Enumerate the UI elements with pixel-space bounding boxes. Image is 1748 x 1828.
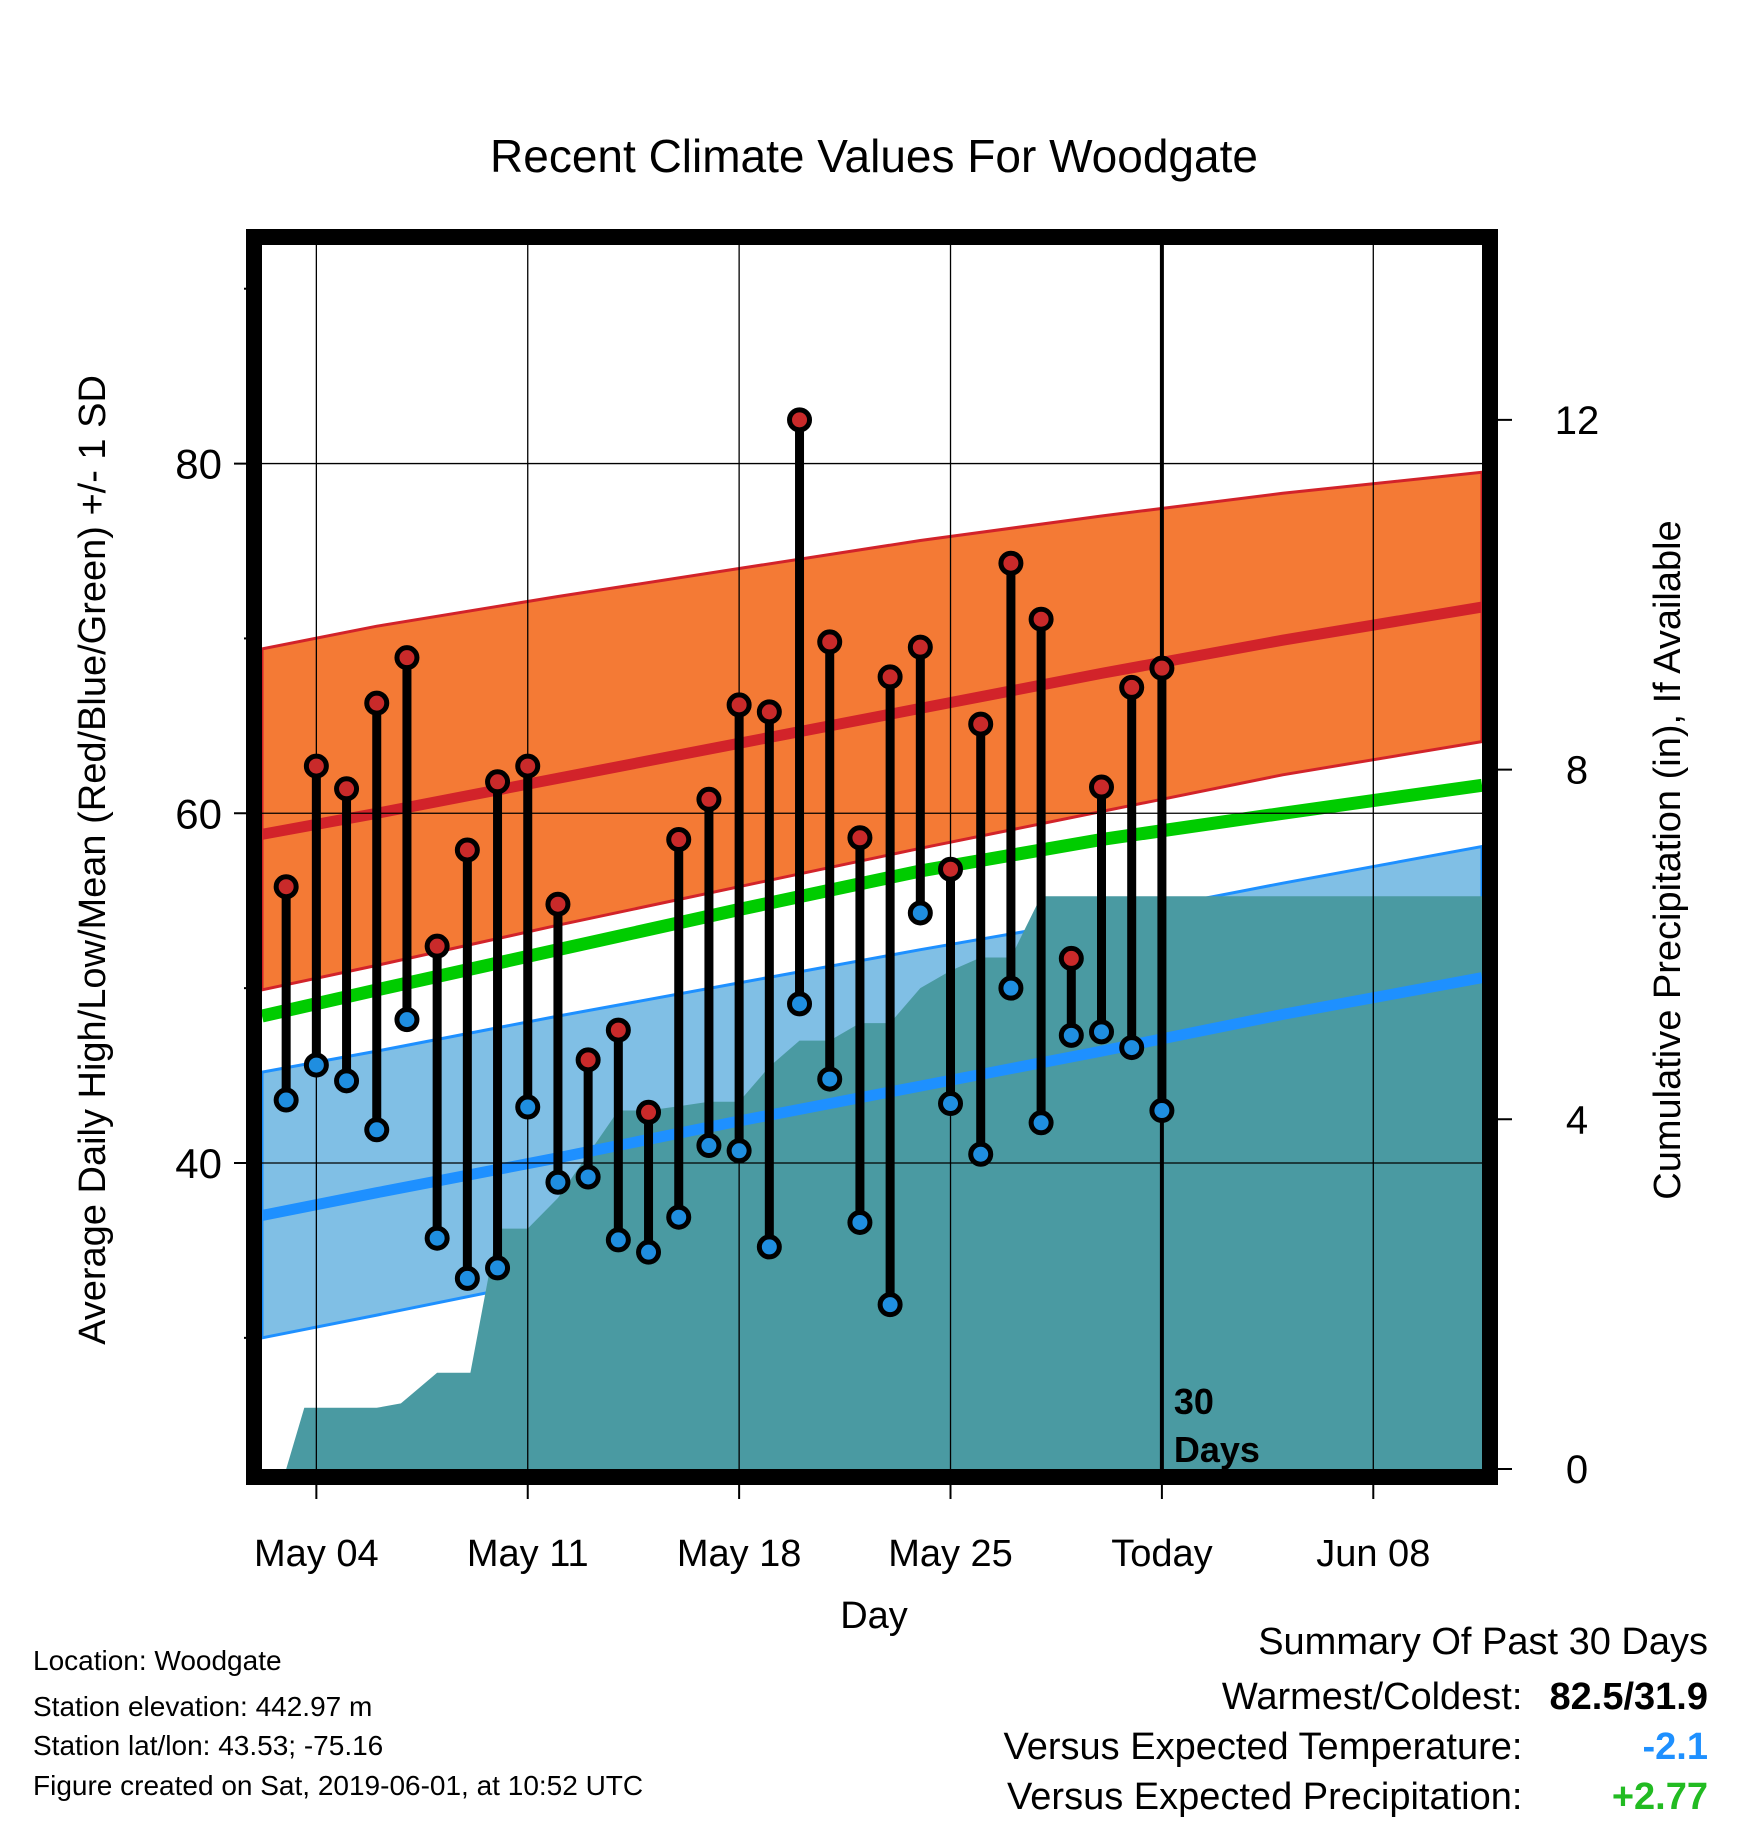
precip-value: +2.77 — [1611, 1776, 1708, 1818]
daily-high-point — [575, 1047, 601, 1073]
daily-high-point — [696, 786, 722, 812]
low-mean-line — [262, 972, 1482, 1221]
daily-high-point — [636, 1099, 662, 1125]
daily-low-point — [273, 1087, 299, 1113]
daily-high-point — [515, 753, 541, 779]
daily-high-point — [877, 664, 903, 690]
today-annotation: 30 — [1174, 1381, 1214, 1422]
daily-high-point — [1028, 606, 1054, 632]
daily-low-point — [1058, 1022, 1084, 1048]
daily-high-point — [545, 891, 571, 917]
daily-low-point — [394, 1007, 420, 1033]
daily-low-point — [787, 991, 813, 1017]
daily-high-point — [364, 690, 390, 716]
daily-low-point — [726, 1138, 752, 1164]
y-axis-right-label: Cumulative Precipitation (in), If Availa… — [1647, 520, 1689, 1199]
x-tick-label: May 25 — [888, 1533, 1013, 1575]
daily-high-point — [394, 645, 420, 671]
daily-low-point — [605, 1227, 631, 1253]
summary-warmest: Warmest/Coldest: 82.5/31.9 — [1222, 1672, 1708, 1722]
daily-high-point — [303, 753, 329, 779]
daily-low-point — [1149, 1098, 1175, 1124]
daily-high-point — [1058, 945, 1084, 971]
y-left-tick-label: 60 — [175, 790, 222, 837]
precip-label: Versus Expected Precipitation: — [1007, 1776, 1523, 1818]
daily-high-point — [273, 874, 299, 900]
daily-low-point — [1119, 1035, 1145, 1061]
summary-precip: Versus Expected Precipitation: +2.77 — [1007, 1772, 1708, 1822]
y-right-tick-label: 4 — [1566, 1098, 1588, 1142]
y-right-tick-label: 0 — [1566, 1448, 1588, 1492]
daily-low-point — [1089, 1019, 1115, 1045]
daily-low-point — [485, 1255, 511, 1281]
daily-low-point — [575, 1164, 601, 1190]
summary-title: Summary Of Past 30 Days — [1258, 1621, 1708, 1663]
daily-high-point — [968, 711, 994, 737]
daily-high-point — [334, 776, 360, 802]
x-tick-label: Today — [1111, 1533, 1212, 1575]
daily-low-point — [303, 1052, 329, 1078]
x-tick-label: May 04 — [254, 1533, 379, 1575]
elevation-text: Station elevation: 442.97 m — [33, 1691, 373, 1722]
daily-high-point — [817, 629, 843, 655]
daily-low-point — [877, 1292, 903, 1318]
temp-value: -2.1 — [1642, 1726, 1708, 1768]
y-left-tick-label: 80 — [175, 441, 222, 488]
daily-high-point — [1089, 774, 1115, 800]
x-tick-label: May 11 — [467, 1533, 589, 1575]
chart-title: Recent Climate Values For Woodgate — [490, 130, 1258, 182]
x-tick-label: Jun 08 — [1316, 1533, 1430, 1575]
y-left-tick-label: 40 — [175, 1140, 222, 1187]
daily-low-point — [1028, 1110, 1054, 1136]
daily-high-point — [907, 634, 933, 660]
daily-low-point — [636, 1239, 662, 1265]
plot-inner — [262, 245, 1482, 1469]
today-annotation: Days — [1174, 1429, 1260, 1470]
daily-high-point — [1149, 655, 1175, 681]
daily-low-point — [454, 1265, 480, 1291]
plot-frame — [246, 229, 1498, 1485]
temp-label: Versus Expected Temperature: — [1003, 1726, 1523, 1768]
daily-high-point — [726, 692, 752, 718]
y-right-tick-label: 8 — [1566, 749, 1588, 793]
warmest-value: 82.5/31.9 — [1549, 1676, 1708, 1718]
daily-low-point — [756, 1234, 782, 1260]
daily-high-point — [998, 550, 1024, 576]
daily-low-point — [364, 1117, 390, 1143]
daily-high-point — [666, 827, 692, 853]
daily-low-point — [998, 975, 1024, 1001]
summary-temp: Versus Expected Temperature: -2.1 — [1004, 1722, 1708, 1772]
daily-low-point — [847, 1209, 873, 1235]
daily-high-point — [787, 407, 813, 433]
daily-low-point — [515, 1094, 541, 1120]
daily-high-point — [605, 1017, 631, 1043]
daily-low-point — [334, 1068, 360, 1094]
daily-high-point — [1119, 674, 1145, 700]
daily-high-point — [424, 933, 450, 959]
warmest-label: Warmest/Coldest: — [1221, 1676, 1523, 1718]
daily-high-point — [756, 699, 782, 725]
created-text: Figure created on Sat, 2019-06-01, at 10… — [33, 1770, 644, 1801]
daily-high-point — [454, 837, 480, 863]
location-text: Location: Woodgate — [33, 1645, 282, 1676]
daily-high-point — [938, 856, 964, 882]
daily-low-point — [938, 1091, 964, 1117]
daily-low-point — [666, 1204, 692, 1230]
y-right-tick-label: 12 — [1555, 399, 1600, 443]
y-axis-left-label: Average Daily High/Low/Mean (Red/Blue/Gr… — [72, 375, 114, 1345]
daily-low-point — [424, 1225, 450, 1251]
daily-low-point — [907, 900, 933, 926]
latlon-text: Station lat/lon: 43.53; -75.16 — [33, 1730, 384, 1761]
daily-low-point — [696, 1133, 722, 1159]
daily-low-point — [968, 1141, 994, 1167]
daily-low-point — [817, 1066, 843, 1092]
daily-high-point — [485, 769, 511, 795]
x-tick-label: May 18 — [677, 1533, 802, 1575]
x-axis-label: Day — [840, 1595, 908, 1637]
daily-high-point — [847, 825, 873, 851]
daily-low-point — [545, 1169, 571, 1195]
